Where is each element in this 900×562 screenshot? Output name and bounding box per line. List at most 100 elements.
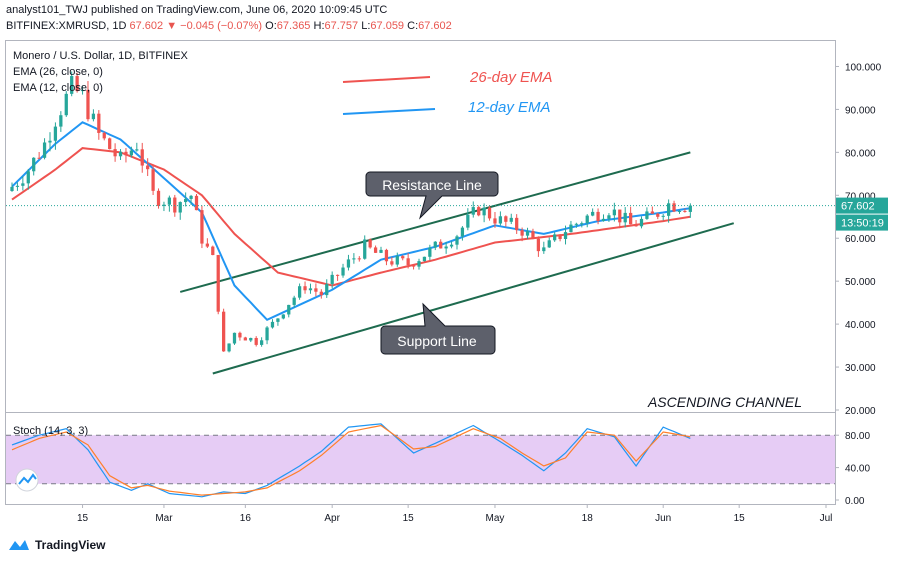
open-label: O:	[265, 20, 277, 32]
candle	[672, 200, 676, 213]
price-tick-label: 30.000	[845, 363, 876, 374]
support-line[interactable]	[212, 222, 735, 375]
candle	[574, 222, 579, 228]
candle	[91, 109, 96, 122]
candle	[677, 209, 682, 214]
candle	[222, 308, 226, 352]
candle	[287, 304, 291, 318]
brand-name: TradingView	[35, 538, 106, 552]
candle	[487, 205, 492, 221]
candle	[129, 146, 134, 158]
candle	[493, 211, 497, 228]
price-tick-label: 90.000	[845, 105, 876, 116]
candle	[634, 220, 638, 227]
candle	[265, 326, 269, 345]
stoch-k-line	[11, 423, 691, 498]
candle	[466, 208, 470, 231]
candle	[319, 289, 323, 299]
candle	[270, 319, 275, 329]
time-tick-label: May	[486, 513, 505, 524]
support-callout-shape	[380, 302, 496, 355]
candle	[194, 194, 199, 211]
last-price-badge-value: 67.602	[841, 201, 875, 213]
candle	[341, 263, 345, 278]
candle	[384, 248, 389, 266]
candle	[151, 164, 155, 195]
low-label: L:	[361, 20, 371, 32]
candle	[200, 205, 204, 249]
candle	[601, 214, 606, 222]
candle	[422, 256, 427, 262]
stoch-legend: Stoch (14, 3, 3)	[13, 425, 88, 437]
candle	[37, 152, 41, 160]
footer-brand[interactable]: TradingView	[8, 538, 105, 552]
change-value: −0.045 (−0.07%)	[180, 20, 263, 32]
publisher-line: analyst101_TWJ published on TradingView.…	[6, 4, 387, 16]
candle	[124, 148, 128, 163]
candle	[639, 216, 644, 229]
last-price: 67.602	[129, 20, 164, 32]
stoch-lines	[11, 423, 691, 498]
open-value: 67.365	[276, 20, 311, 32]
countdown-value: 13:50:19	[841, 218, 884, 230]
candle	[460, 226, 465, 241]
candle	[547, 237, 551, 248]
candle	[26, 168, 30, 190]
ema12-key-line	[342, 108, 436, 115]
support-label: Support Line	[397, 333, 477, 349]
candle	[325, 279, 329, 298]
candle	[428, 244, 432, 261]
candle	[232, 332, 237, 345]
candle	[471, 201, 475, 218]
candle	[211, 245, 215, 256]
candle	[178, 201, 182, 220]
price-axis: 20.000 30.000 40.000 50.000 60.000 70.000 80.0…	[835, 62, 882, 417]
ema26-key-line	[342, 76, 431, 83]
candle	[585, 214, 589, 228]
candle	[308, 283, 313, 294]
candle	[80, 86, 85, 95]
time-tick-label: Mar	[155, 513, 173, 524]
time-tick-label: 15	[403, 513, 415, 524]
support-callout[interactable]: Support Line	[380, 302, 496, 355]
stoch-tick-label: 40.00	[845, 464, 870, 475]
candle	[520, 227, 524, 242]
candle	[683, 208, 687, 213]
close-label: C:	[407, 20, 419, 32]
candle	[64, 91, 68, 117]
candle	[292, 295, 296, 308]
candle	[542, 241, 546, 254]
candle	[607, 213, 611, 222]
time-tick-label: 18	[582, 513, 594, 524]
candle	[140, 142, 144, 173]
candle	[303, 281, 307, 294]
time-tick-label: Jun	[655, 513, 671, 524]
candle	[580, 221, 584, 228]
candle	[238, 331, 242, 341]
candle	[444, 241, 448, 254]
candle	[379, 246, 383, 254]
candle	[536, 236, 541, 257]
candle	[411, 264, 416, 270]
ascending-channel[interactable]	[179, 151, 735, 375]
candle	[623, 207, 627, 228]
candle	[629, 206, 633, 225]
candle	[42, 138, 47, 160]
resistance-callout[interactable]: Resistance Line	[365, 171, 499, 220]
candle	[525, 227, 530, 240]
price-tick-label: 40.000	[845, 320, 876, 331]
candle	[59, 111, 63, 132]
ema12-line	[11, 121, 691, 322]
candle	[102, 131, 106, 141]
ema12-legend: EMA (12, close, 0)	[13, 82, 103, 94]
resistance-line[interactable]	[179, 151, 691, 293]
stoch-d-line	[11, 424, 691, 496]
time-axis: 15 Mar 16 Apr 15 May 18 Jun 15 Jul	[77, 504, 832, 524]
high-label: H:	[313, 20, 325, 32]
candle	[650, 206, 654, 214]
candle	[330, 271, 334, 289]
channel-annotation: ASCENDING CHANNEL	[647, 394, 802, 410]
price-tick-label: 20.000	[845, 406, 876, 417]
candle	[401, 255, 405, 261]
